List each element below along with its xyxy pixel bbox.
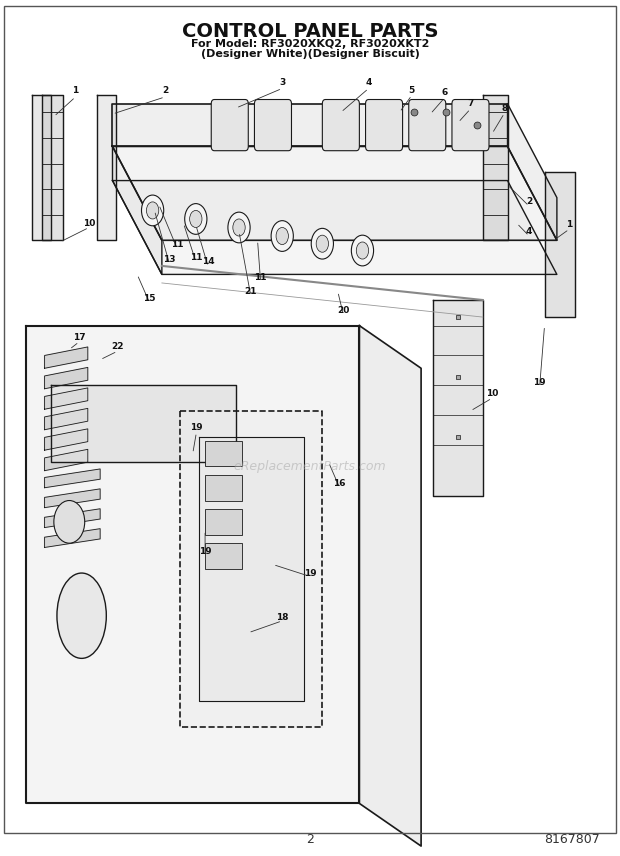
Polygon shape <box>112 181 557 275</box>
Text: 8167807: 8167807 <box>544 833 600 846</box>
Polygon shape <box>112 104 508 146</box>
FancyBboxPatch shape <box>254 99 291 151</box>
Polygon shape <box>51 385 236 462</box>
Text: 13: 13 <box>163 254 175 264</box>
Circle shape <box>356 242 369 259</box>
Text: 11: 11 <box>254 273 267 282</box>
Text: 2: 2 <box>306 833 314 846</box>
Polygon shape <box>360 325 421 846</box>
FancyBboxPatch shape <box>452 99 489 151</box>
Text: 18: 18 <box>276 613 288 622</box>
Polygon shape <box>508 104 557 241</box>
Polygon shape <box>45 367 88 389</box>
Text: 21: 21 <box>244 287 257 296</box>
Circle shape <box>185 204 207 235</box>
Polygon shape <box>45 508 100 527</box>
FancyBboxPatch shape <box>322 99 360 151</box>
Circle shape <box>141 195 164 226</box>
Text: 6: 6 <box>441 88 448 98</box>
Text: 1: 1 <box>73 86 79 96</box>
Text: 19: 19 <box>304 568 316 578</box>
Polygon shape <box>112 146 557 241</box>
Polygon shape <box>45 529 100 548</box>
Circle shape <box>276 228 288 245</box>
Text: 11: 11 <box>190 253 202 262</box>
Bar <box>205 544 242 568</box>
Circle shape <box>190 211 202 228</box>
Text: 10: 10 <box>83 219 95 228</box>
Circle shape <box>271 221 293 252</box>
Text: 1: 1 <box>566 221 572 229</box>
Polygon shape <box>112 146 162 275</box>
Polygon shape <box>45 489 100 508</box>
Polygon shape <box>45 347 88 368</box>
Circle shape <box>146 202 159 219</box>
Text: 19: 19 <box>199 547 211 556</box>
FancyBboxPatch shape <box>211 99 248 151</box>
Text: 5: 5 <box>409 86 415 95</box>
Polygon shape <box>199 437 304 701</box>
Bar <box>205 475 242 501</box>
Bar <box>205 441 242 467</box>
Text: eReplacementParts.com: eReplacementParts.com <box>234 460 386 473</box>
Text: 10: 10 <box>486 389 498 398</box>
Text: 19: 19 <box>533 378 546 387</box>
Polygon shape <box>483 95 508 241</box>
Text: 3: 3 <box>279 78 285 87</box>
Polygon shape <box>97 95 115 241</box>
Text: 2: 2 <box>162 86 168 96</box>
Circle shape <box>228 212 250 243</box>
Text: 4: 4 <box>365 78 372 87</box>
Polygon shape <box>45 388 88 409</box>
Polygon shape <box>45 429 88 450</box>
Circle shape <box>54 501 85 544</box>
Circle shape <box>311 229 334 259</box>
Text: 2: 2 <box>526 198 532 206</box>
Ellipse shape <box>57 573 106 658</box>
Polygon shape <box>42 95 63 241</box>
Text: 4: 4 <box>526 227 533 236</box>
Text: For Model: RF3020XKQ2, RF3020XKT2: For Model: RF3020XKQ2, RF3020XKT2 <box>191 39 429 49</box>
Polygon shape <box>45 408 88 430</box>
Circle shape <box>352 235 374 266</box>
FancyBboxPatch shape <box>366 99 402 151</box>
Text: 14: 14 <box>202 257 215 266</box>
Circle shape <box>316 235 329 253</box>
Text: 17: 17 <box>73 333 86 342</box>
Polygon shape <box>45 469 100 488</box>
Polygon shape <box>45 449 88 471</box>
Polygon shape <box>433 300 483 496</box>
Polygon shape <box>180 411 322 727</box>
Polygon shape <box>544 172 575 317</box>
Text: CONTROL PANEL PARTS: CONTROL PANEL PARTS <box>182 21 438 41</box>
Polygon shape <box>32 95 51 241</box>
Text: 19: 19 <box>190 424 203 432</box>
Text: 8: 8 <box>502 104 508 112</box>
Text: 15: 15 <box>143 294 156 303</box>
Text: 7: 7 <box>467 99 474 108</box>
Text: 22: 22 <box>111 342 123 352</box>
Polygon shape <box>26 325 360 804</box>
Text: (Designer White)(Designer Biscuit): (Designer White)(Designer Biscuit) <box>200 50 420 59</box>
FancyBboxPatch shape <box>409 99 446 151</box>
Circle shape <box>233 219 245 236</box>
Text: 20: 20 <box>337 306 350 315</box>
Text: 11: 11 <box>171 240 184 249</box>
Text: 16: 16 <box>334 479 346 488</box>
Bar <box>205 509 242 535</box>
